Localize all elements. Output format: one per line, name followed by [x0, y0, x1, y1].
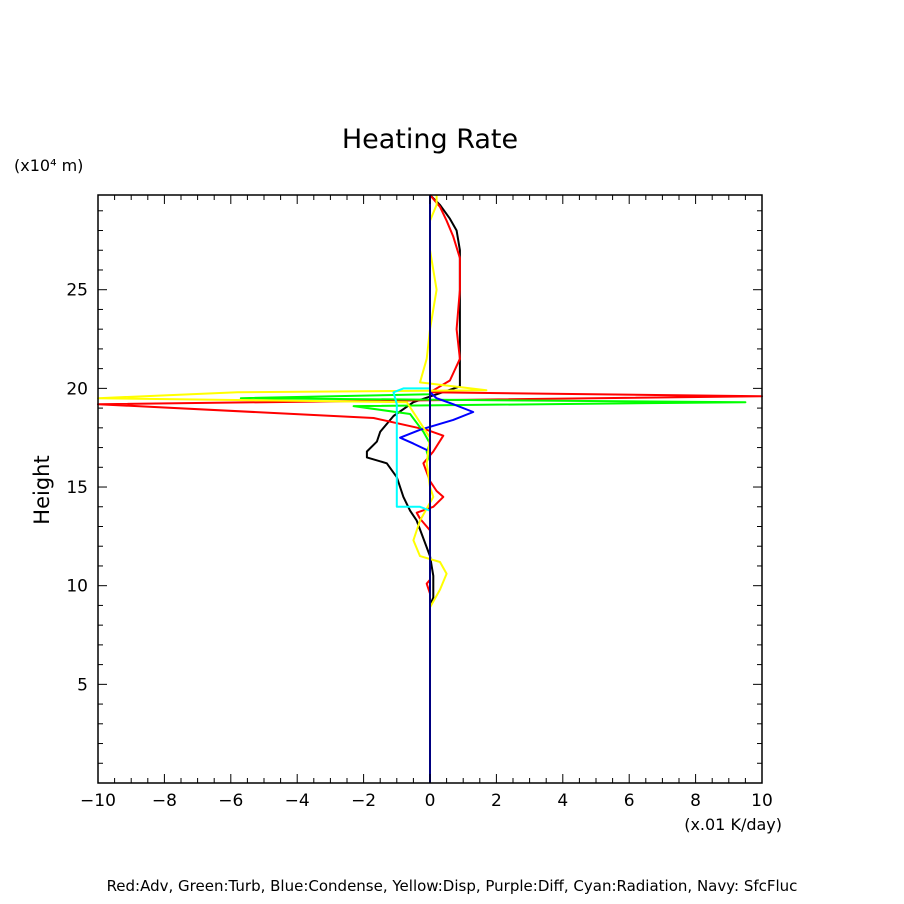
- chart-caption: Red:Adv, Green:Turb, Blue:Condense, Yell…: [107, 877, 798, 895]
- series-line-condense: [399, 195, 475, 783]
- y-tick-label: 25: [66, 281, 88, 301]
- x-tick-label: −8: [152, 791, 177, 811]
- series-line-radiation: [392, 195, 431, 783]
- y-tick-label: 10: [66, 577, 88, 597]
- x-tick-label: −4: [285, 791, 310, 811]
- plot-area: −10 −8 −6 −4 −2 0 2 4 6 8 10 5 10 15 20 25: [66, 194, 773, 811]
- y-tick-label: 20: [66, 379, 88, 399]
- x-tick-label: 6: [624, 791, 635, 811]
- x-tick-label: −10: [80, 791, 116, 811]
- x-tick-label: −2: [351, 791, 376, 811]
- y-axis-label: Height: [30, 455, 54, 524]
- series-line-turb: [239, 195, 747, 783]
- y-tick-label: 15: [66, 478, 88, 498]
- x-tick-label: 4: [557, 791, 568, 811]
- x-tick-label: −6: [218, 791, 243, 811]
- y-axis-units: (x10⁴ m): [14, 156, 83, 175]
- x-axis-units: (x.01 K/day): [684, 815, 782, 834]
- series-line-total: [365, 194, 461, 783]
- x-tick-label: 2: [491, 791, 502, 811]
- chart-title: Heating Rate: [342, 124, 518, 155]
- x-tick-label: 10: [751, 791, 773, 811]
- series-line-disp: [97, 195, 488, 783]
- x-tick-label: 0: [425, 791, 436, 811]
- y-tick-label: 5: [77, 675, 88, 695]
- x-tick-label: 8: [690, 791, 701, 811]
